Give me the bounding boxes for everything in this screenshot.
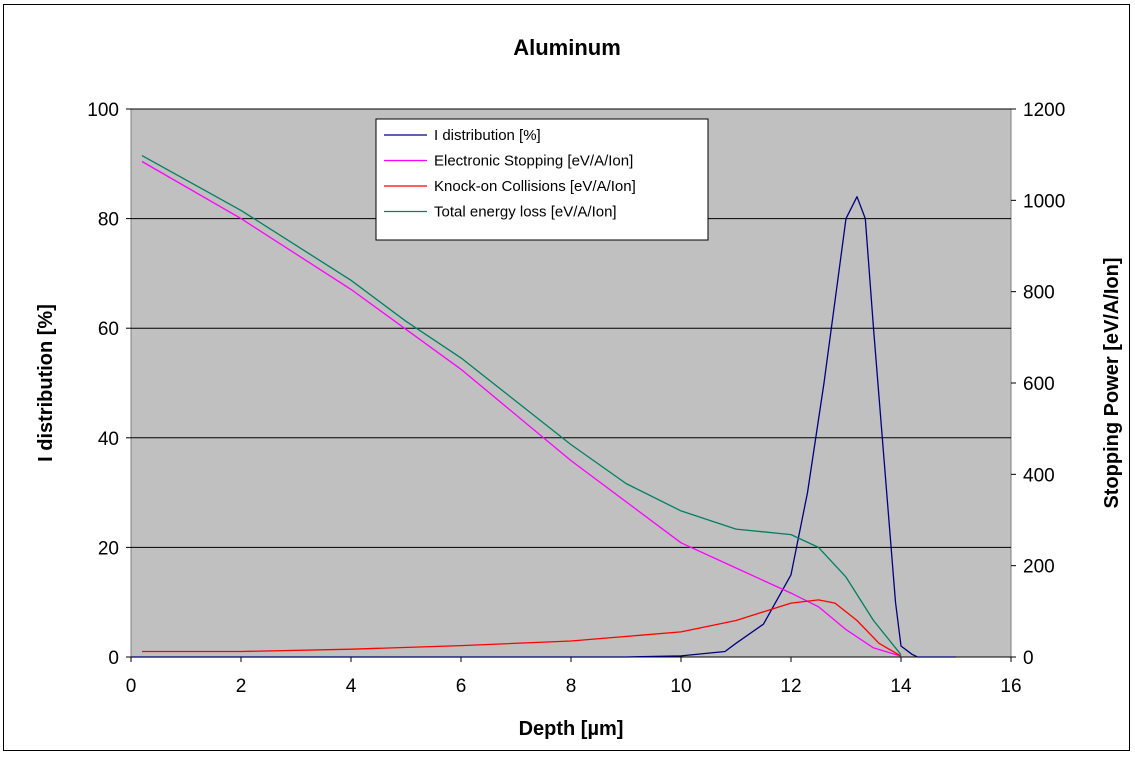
y-right-tick-label: 400: [1023, 465, 1055, 486]
y-left-tick-label: 0: [108, 648, 119, 669]
y-right-tick-label: 600: [1023, 374, 1055, 395]
y-left-tick-label: 20: [98, 538, 119, 559]
x-tick-label: 12: [780, 676, 801, 697]
x-tick-label: 10: [670, 676, 691, 697]
y-right-tick-label: 1200: [1023, 100, 1065, 121]
chart-svg: Aluminum 0 2 4 6 8 10 12 14 16 0 20 40 60 80 100 0 200…: [35, 35, 1123, 740]
x-tick-label: 4: [346, 676, 357, 697]
x-tick-labels: 0 2 4 6 8 10 12 14 16: [126, 657, 1022, 697]
legend-label: Electronic Stopping [eV/A/Ion]: [434, 153, 633, 170]
y-right-tick-label: 1000: [1023, 191, 1065, 212]
y-left-tick-label: 100: [87, 100, 119, 121]
x-tick-label: 0: [126, 676, 137, 697]
y-left-tick-label: 80: [98, 210, 119, 231]
x-tick-label: 14: [890, 676, 912, 697]
y-right-axis-label: Stopping Power [eV/A/Ion]: [1101, 257, 1123, 508]
series-line: [131, 196, 956, 658]
legend-label: I distribution [%]: [434, 127, 541, 144]
x-tick-label: 6: [456, 676, 467, 697]
y-right-tick-label: 200: [1023, 557, 1055, 578]
legend-box: [375, 118, 709, 241]
legend-label: Total energy loss [eV/A/Ion]: [434, 204, 617, 221]
series-line: [142, 599, 902, 657]
y-right-tick-labels: 0 200 400 600 800 1000 1200: [1011, 100, 1065, 669]
series-line: [141, 160, 902, 657]
x-tick-label: 16: [1000, 676, 1021, 697]
x-axis-label: Depth [µm]: [519, 718, 624, 740]
y-left-axis-label: I distribution [%]: [35, 304, 57, 462]
legend: I distribution [%] Electronic Stopping [e…: [375, 118, 709, 241]
y-left-tick-labels: 0 20 40 60 80 100: [87, 100, 131, 669]
y-right-tick-label: 0: [1023, 648, 1034, 669]
y-left-tick-label: 40: [98, 429, 119, 450]
y-left-tick-label: 60: [98, 319, 119, 340]
series-line: [141, 155, 902, 656]
x-tick-label: 2: [236, 676, 247, 697]
chart-frame: Aluminum 0 2 4 6 8 10 12 14 16 0 20 40 60 80 100 0 200…: [3, 4, 1130, 751]
chart-title: Aluminum: [513, 35, 621, 60]
x-tick-label: 8: [566, 676, 577, 697]
legend-label: Knock-on Collisions [eV/A/Ion]: [434, 178, 636, 195]
y-right-tick-label: 800: [1023, 283, 1055, 304]
series-group: [131, 155, 956, 658]
